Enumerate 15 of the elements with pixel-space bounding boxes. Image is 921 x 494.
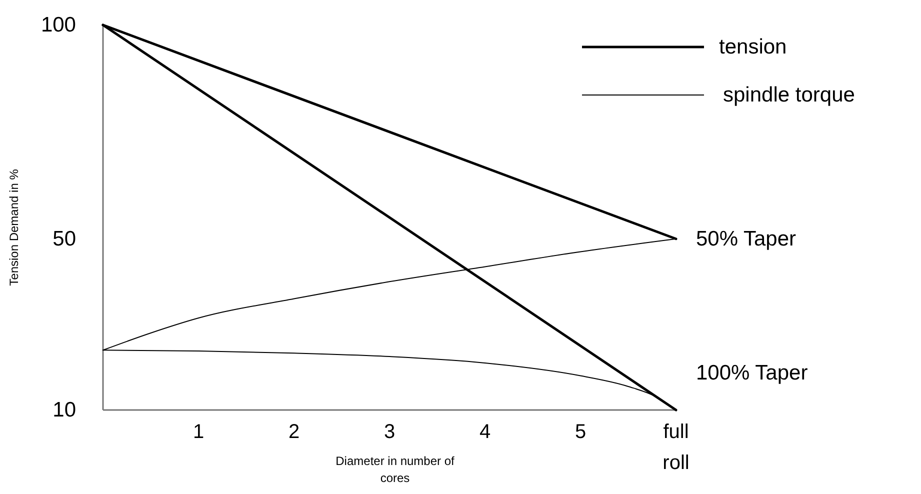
annotation: 100% Taper (696, 362, 808, 384)
x-tick-label: 2 (288, 421, 300, 443)
y-tick-label: 100 (40, 14, 76, 36)
y-tick-label: 10 (52, 398, 76, 422)
x-tick-label: 5 (574, 421, 586, 443)
x-tick-label: 3 (384, 421, 396, 443)
text: spindle torque (723, 84, 855, 106)
x-tick-label: 4 (479, 421, 491, 443)
x-tick-label: 1 (192, 421, 204, 443)
annotation: 50% Taper (696, 227, 796, 250)
text: tension (719, 36, 787, 58)
x-axis-title: Diameter in number of cores (336, 454, 456, 485)
y-axis-title: Tension Demand in % (7, 168, 21, 286)
y-tick-label: 50 (52, 227, 76, 250)
x-tick-label: full roll (662, 421, 690, 474)
